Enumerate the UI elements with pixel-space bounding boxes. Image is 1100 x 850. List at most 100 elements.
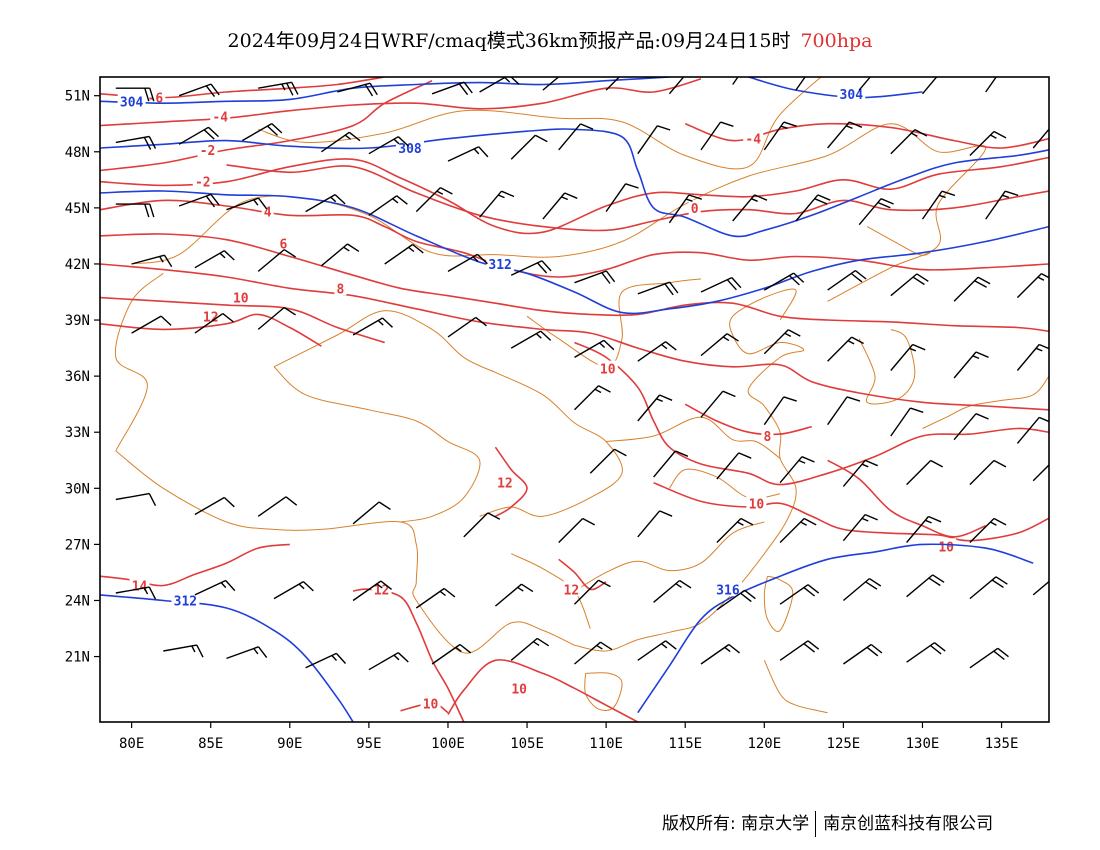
- temperature-contour-label: 10: [233, 292, 249, 307]
- title-level: 700hpa: [800, 30, 873, 52]
- wind-barb: [906, 574, 945, 598]
- wind-barb: [906, 642, 946, 663]
- wind-barb: [827, 396, 861, 426]
- y-tick-label: 36N: [65, 369, 90, 385]
- temperature-contour-label: -2: [200, 144, 216, 159]
- temperature-contour-label-bg: [597, 360, 618, 376]
- wind-barb-stroke: [906, 642, 946, 663]
- wind-barb: [700, 121, 734, 151]
- temperature-contour-line: [653, 481, 1049, 542]
- wind-barb-stroke: [763, 272, 805, 291]
- geopotential-contour-label: 312: [174, 594, 197, 609]
- y-axis: 51N 48N 45N 42N 39N 36N 33N 30N 27N 24N 21N: [65, 89, 100, 666]
- wind-barb: [637, 510, 673, 538]
- x-axis: 80E 85E 90E 95E 100E 105E 110E 115E 120E 125E 130E…: [119, 722, 1018, 752]
- wind-barb: [637, 281, 679, 296]
- temperature-contour-label-bg: [420, 695, 441, 711]
- temperature-contour-label-bg: [277, 235, 290, 251]
- wind-barb: [178, 193, 220, 208]
- wind-barb-stroke: [953, 413, 989, 441]
- temperature-contour-label-bg: [688, 199, 701, 215]
- wind-barb-stroke: [827, 121, 863, 149]
- wind-barb-stroke: [842, 578, 882, 602]
- temperature-contour-label: 8: [336, 282, 344, 297]
- wind-barb-stroke: [589, 448, 627, 474]
- wind-barb-stroke: [574, 641, 613, 665]
- wind-barb-stroke: [716, 452, 752, 480]
- wind-barb: [510, 637, 550, 661]
- wind-barb: [542, 77, 560, 91]
- temperature-contour-label-bg: [192, 173, 213, 189]
- wind-barb: [368, 652, 409, 671]
- y-tick-label: 51N: [65, 89, 90, 105]
- wind-barb-stroke: [1032, 464, 1049, 482]
- wind-barb-stroke: [115, 87, 155, 102]
- weather-map: -6 -4 -2 -2 0 -4 4 6 8 10 12 10 8 12 10 10 12 12 14 10 10 30…: [65, 76, 1050, 752]
- wind-barb-stroke: [542, 77, 560, 91]
- wind-barb-stroke: [890, 407, 924, 437]
- temperature-contour-line: [100, 313, 322, 347]
- wind-barb: [605, 77, 621, 91]
- wind-barb-stroke: [574, 339, 615, 359]
- geopotential-contour-label: 316: [716, 583, 740, 598]
- wind-barb: [479, 77, 520, 93]
- wind-barb-stroke: [953, 351, 989, 379]
- wind-barb-stroke: [921, 190, 956, 220]
- boundary-line: [763, 660, 828, 714]
- wind-barb: [969, 576, 1008, 600]
- wind-barb: [226, 646, 268, 660]
- temperature-contour-label-bg: [936, 538, 957, 554]
- temperature-contour-label: 10: [423, 697, 439, 712]
- temperature-contour-line: [684, 403, 812, 436]
- temperature-contour-label-bg: [200, 308, 221, 324]
- wind-barb-stroke: [906, 574, 945, 598]
- wind-barb-stroke: [115, 586, 157, 600]
- wind-barb-stroke: [320, 131, 361, 153]
- x-tick-label: 80E: [119, 736, 144, 752]
- x-tick-label: 120E: [747, 736, 781, 752]
- wind-barb: [637, 394, 673, 422]
- wind-barb: [637, 125, 671, 155]
- wind-barb: [257, 306, 296, 330]
- wind-barb: [447, 146, 489, 162]
- wind-barb: [827, 270, 867, 291]
- wind-barb: [115, 135, 157, 150]
- wind-barb: [115, 87, 155, 102]
- temperature-contour-line: [574, 341, 1049, 486]
- temperature-contour-label: 10: [938, 540, 954, 555]
- wind-barb: [163, 644, 204, 658]
- wind-barb-stroke: [842, 459, 878, 487]
- wind-barb-stroke: [637, 281, 679, 296]
- temperature-contour-label-bg: [746, 495, 767, 511]
- temperature-contour-line: [100, 156, 1049, 235]
- temperature-contour-label: 12: [203, 310, 219, 325]
- wind-barb-stroke: [637, 341, 677, 362]
- wind-barb: [668, 77, 685, 95]
- boundary-line: [114, 272, 164, 452]
- wind-barb-stroke: [1016, 343, 1049, 371]
- wind-barb-stroke: [1016, 272, 1049, 299]
- temperature-contour-label-bg: [509, 680, 530, 696]
- wind-barb-stroke: [558, 517, 596, 543]
- x-tick-label: 115E: [668, 736, 702, 752]
- temperature-contour-line: [558, 558, 607, 591]
- geopotential-contour-label-bg: [837, 85, 866, 101]
- wind-barb: [716, 589, 756, 611]
- wind-barb-stroke: [305, 652, 347, 669]
- wind-barb: [779, 517, 817, 543]
- wind-barb: [258, 81, 299, 96]
- wind-barb-stroke: [637, 394, 673, 422]
- wind-barb: [194, 313, 234, 334]
- wind-barb: [921, 77, 938, 95]
- wind-barb-stroke: [352, 501, 391, 525]
- wind-barb-stroke: [178, 83, 220, 98]
- boundary-line: [258, 77, 822, 170]
- wind-barb-stroke: [447, 253, 488, 273]
- wind-barb: [510, 330, 552, 349]
- wind-barb-stroke: [700, 333, 739, 357]
- wind-barb-stroke: [510, 134, 548, 160]
- wind-barb: [1016, 272, 1049, 299]
- wind-barb-stroke: [368, 136, 409, 155]
- footer-separator: [815, 811, 817, 837]
- geopotential-contour-label-bg: [117, 93, 146, 109]
